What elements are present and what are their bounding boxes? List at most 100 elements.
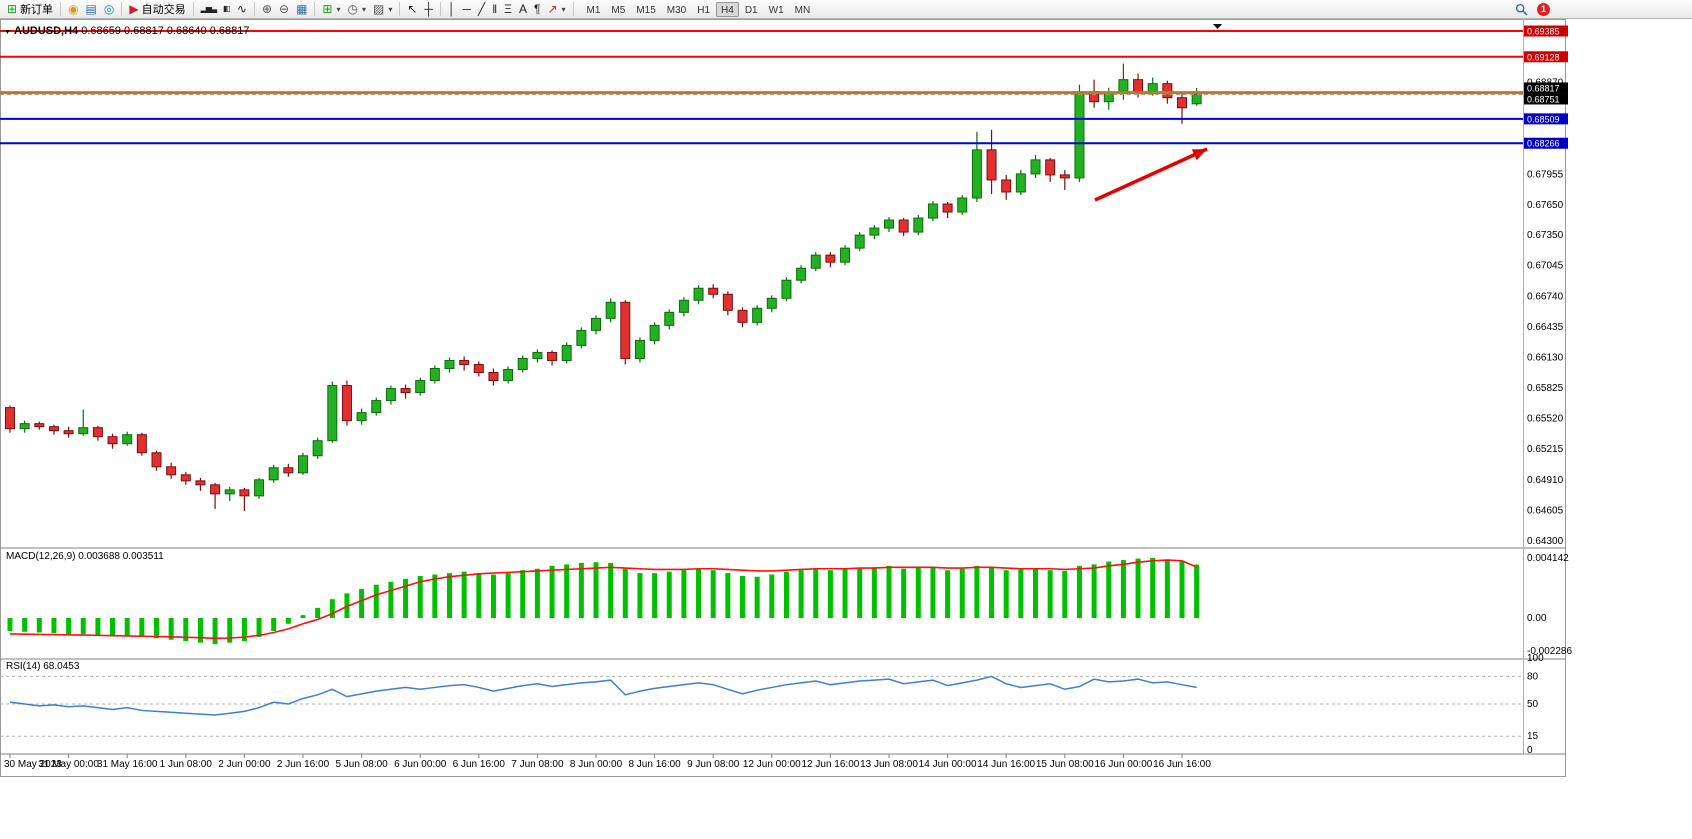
macd-histogram-bar <box>359 589 365 618</box>
price-badge-label: 0.69128 <box>1527 52 1560 62</box>
macd-histogram-bar <box>1179 561 1185 618</box>
candle-body <box>634 339 645 359</box>
toolbar-separator <box>253 2 255 16</box>
macd-histogram-bar <box>989 567 995 618</box>
candle-body <box>766 297 777 309</box>
search-button[interactable] <box>1512 1 1531 18</box>
timeframe-mn-button[interactable]: MN <box>790 2 816 17</box>
candle-body <box>444 359 455 369</box>
main-toolbar: ⊞ 新订单 ◉ ▤ ◎ ▶ 自动交易 ▂▅▃ ▮▯ ∿ ⊕ ⊖ ▦ ⊞ ▾ ◷ … <box>0 0 1692 19</box>
chart-shift-marker <box>1213 24 1222 29</box>
candle-body <box>400 388 411 394</box>
timeframe-m15-button[interactable]: M15 <box>631 2 660 17</box>
timeframe-h4-button[interactable]: H4 <box>716 1 739 17</box>
timeframe-m30-button[interactable]: M30 <box>662 2 691 17</box>
channel-icon: ‖ <box>492 2 498 16</box>
macd-signal-line <box>9 559 1197 640</box>
price-scale-label: 0.64910 <box>1527 475 1564 486</box>
candle-body <box>517 357 528 370</box>
candle-body <box>5 407 15 430</box>
price-scale-label: 0.65215 <box>1527 444 1564 455</box>
candle-body <box>385 388 396 402</box>
channel-button[interactable]: ‖ <box>489 1 500 18</box>
macd-histogram-bar <box>271 618 277 632</box>
macd-histogram-bar <box>608 562 614 618</box>
arrows-button[interactable]: ↗ ▾ <box>544 1 568 18</box>
candle-body <box>63 430 74 435</box>
candle-body <box>78 427 89 435</box>
macd-histogram-bar <box>974 565 980 618</box>
macd-histogram-bar <box>1135 558 1141 618</box>
candle-body <box>136 434 147 454</box>
cursor-button[interactable]: ↖ <box>404 1 420 18</box>
tile-windows-button[interactable]: ▦ <box>293 1 310 18</box>
timeframe-d1-button[interactable]: D1 <box>740 2 763 17</box>
candle-body <box>1162 83 1173 99</box>
text-label-button[interactable]: ¶ <box>531 1 543 18</box>
candle-body <box>488 372 499 382</box>
candle-body <box>415 380 426 394</box>
autotrading-button[interactable]: ▶ 自动交易 <box>126 1 188 18</box>
rsi-axis-label: 100 <box>1527 653 1544 664</box>
candle-body <box>254 479 265 497</box>
new-order-button[interactable]: ⊞ 新订单 <box>4 1 56 18</box>
chart-title: AUDUSD,H4 0.68659 0.68817 0.68640 0.6881… <box>14 25 249 37</box>
data-window-button[interactable]: ▤ <box>83 1 100 18</box>
text-button[interactable]: A <box>516 1 530 18</box>
candle-body <box>1133 79 1144 93</box>
candle-body <box>752 307 763 323</box>
chevron-down-icon: ▾ <box>561 4 566 14</box>
zoom-out-button[interactable]: ⊖ <box>276 1 292 18</box>
fibonacci-button[interactable]: Ξ <box>501 1 515 18</box>
candle-body <box>1147 83 1158 93</box>
line-chart-button[interactable]: ∿ <box>234 1 250 18</box>
candle-body <box>1191 94 1202 105</box>
toolbar-separator <box>192 2 194 16</box>
crosshair-button[interactable]: ┼ <box>421 1 436 18</box>
periods-button[interactable]: ◷ ▾ <box>345 1 370 18</box>
zoom-in-button[interactable]: ⊕ <box>259 1 275 18</box>
candle-body <box>34 423 45 428</box>
macd-histogram-bar <box>871 567 877 618</box>
autotrading-label: 自动交易 <box>141 4 186 16</box>
chart-canvas[interactable]: ▼ AUDUSD,H4 0.68659 0.68817 0.68640 0.688… <box>0 19 1692 839</box>
timeframe-m1-button[interactable]: M1 <box>582 2 606 17</box>
time-label: 14 Jun 00:00 <box>919 759 977 770</box>
new-order-icon: ⊞ <box>7 2 18 16</box>
macd-histogram-bar <box>476 573 482 618</box>
timeframe-m5-button[interactable]: M5 <box>606 2 630 17</box>
templates-icon: ▨ <box>373 2 385 16</box>
horizontal-line-button[interactable]: ─ <box>459 1 474 18</box>
candle-body <box>693 287 704 301</box>
macd-histogram-bar <box>417 575 423 618</box>
candle-body <box>620 301 631 359</box>
bar-chart-button[interactable]: ▂▅▃ <box>198 1 219 18</box>
market-watch-button[interactable]: ◉ <box>65 1 81 18</box>
indicators-icon: ⊞ <box>322 2 333 16</box>
macd-histogram-bar <box>681 570 687 618</box>
timeframe-w1-button[interactable]: W1 <box>764 2 789 17</box>
macd-histogram-bar <box>51 618 57 634</box>
candle-body <box>649 324 660 341</box>
macd-histogram-bar <box>373 584 379 618</box>
trendline-button[interactable]: ╱ <box>475 1 488 18</box>
macd-histogram-bar <box>110 618 116 637</box>
price-scale-label: 0.64605 <box>1527 505 1564 516</box>
macd-histogram-bar <box>578 562 584 618</box>
timeframe-h1-button[interactable]: H1 <box>692 2 715 17</box>
navigator-button[interactable]: ◎ <box>101 1 117 18</box>
candle-body <box>664 311 675 326</box>
tile-windows-icon: ▦ <box>296 2 308 16</box>
price-badge-label: 0.68751 <box>1527 94 1560 104</box>
candlestick-button[interactable]: ▮▯ <box>220 1 233 18</box>
indicators-button[interactable]: ⊞ ▾ <box>319 1 343 18</box>
price-badge-label: 0.68266 <box>1527 139 1560 149</box>
candle-body <box>166 466 177 476</box>
vertical-line-button[interactable]: │ <box>445 1 459 18</box>
templates-button[interactable]: ▨ ▾ <box>370 1 395 18</box>
fibonacci-icon: Ξ <box>504 2 512 16</box>
notification-badge[interactable]: 1 <box>1537 2 1550 16</box>
time-label: 2 Jun 00:00 <box>218 759 271 770</box>
candle-body <box>503 368 514 382</box>
rsi-axis-label: 50 <box>1527 699 1539 710</box>
